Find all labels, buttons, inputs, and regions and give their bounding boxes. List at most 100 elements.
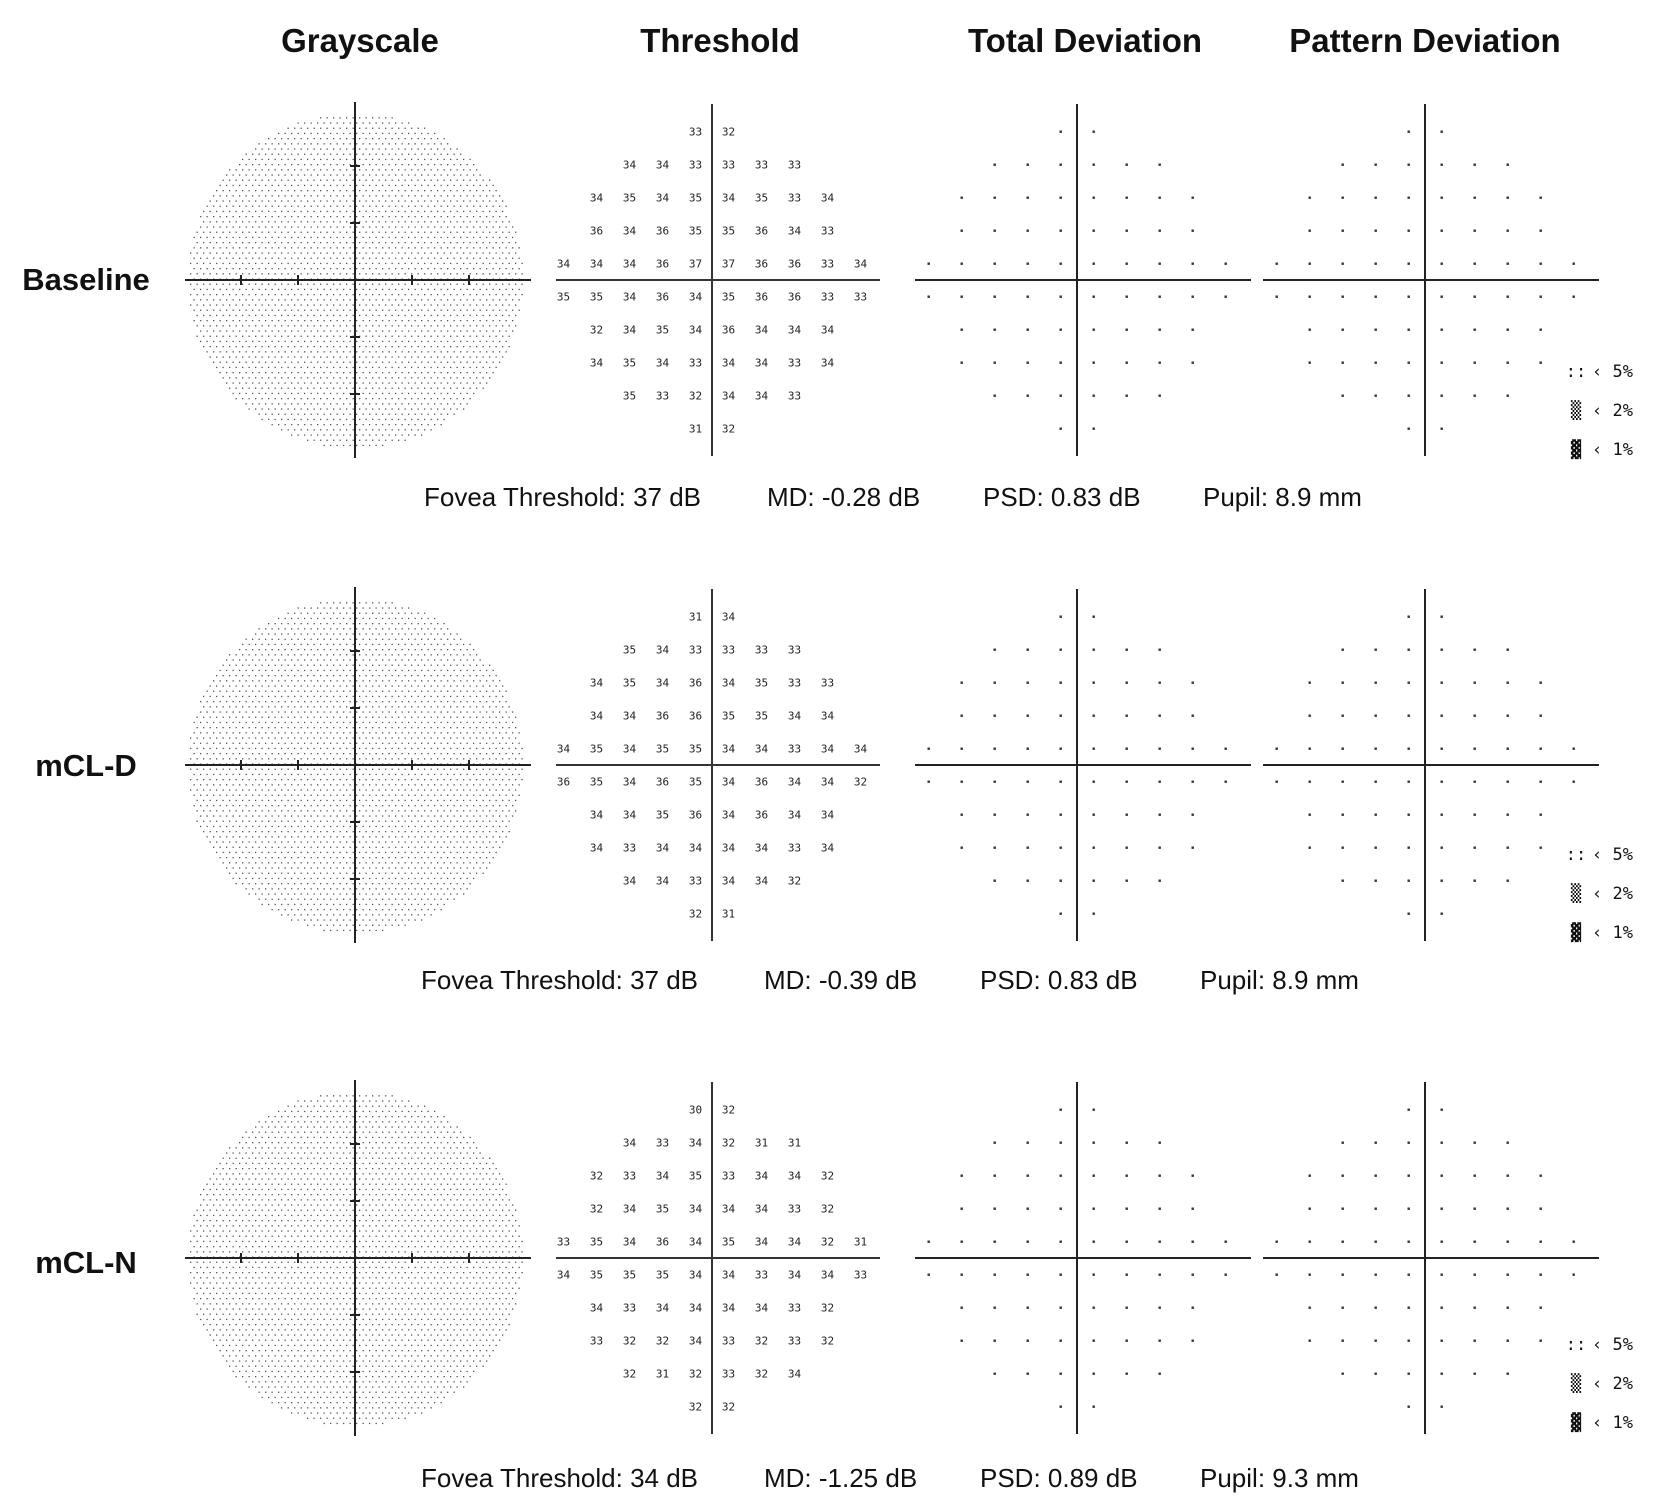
legend-symbol-2pct: ▒ (1570, 401, 1582, 421)
threshold-value: 33 (755, 1269, 768, 1282)
deviation-point (1059, 1339, 1062, 1342)
deviation-point (1473, 714, 1476, 717)
deviation-point (1092, 615, 1095, 618)
deviation-point (1092, 1306, 1095, 1309)
threshold-value: 34 (689, 1302, 703, 1315)
deviation-point (1059, 747, 1062, 750)
threshold-value: 33 (788, 192, 801, 205)
deviation-point (1125, 648, 1128, 651)
deviation-point (1407, 1339, 1410, 1342)
deviation-point (1440, 427, 1443, 430)
deviation-point (1125, 813, 1128, 816)
threshold-value: 36 (656, 776, 669, 789)
deviation-point (1158, 1174, 1161, 1177)
deviation-point (1440, 648, 1443, 651)
deviation-point (1092, 780, 1095, 783)
deviation-point (1440, 1240, 1443, 1243)
deviation-point (1059, 1306, 1062, 1309)
deviation-point (1158, 394, 1161, 397)
threshold-value: 34 (689, 324, 703, 337)
threshold-value: 35 (557, 291, 570, 304)
deviation-point (1158, 813, 1161, 816)
deviation-point (1374, 1174, 1377, 1177)
threshold-value: 33 (788, 1203, 801, 1216)
deviation-point (1374, 1306, 1377, 1309)
threshold-value: 34 (788, 1368, 802, 1381)
threshold-value: 33 (623, 1302, 636, 1315)
threshold-value: 34 (656, 357, 670, 370)
deviation-point (1191, 1207, 1194, 1210)
deviation-point (1341, 163, 1344, 166)
deviation-point (1224, 1273, 1227, 1276)
threshold-value: 32 (821, 1302, 834, 1315)
deviation-point (1440, 130, 1443, 133)
deviation-point (1059, 879, 1062, 882)
deviation-point (1092, 1273, 1095, 1276)
deviation-point (1506, 328, 1509, 331)
deviation-point (1092, 1141, 1095, 1144)
threshold-value: 35 (656, 743, 669, 756)
legend-item-2pct: ▒ ‹ 2% (1560, 884, 1633, 904)
deviation-point (1308, 714, 1311, 717)
deviation-point (1506, 1306, 1509, 1309)
deviation-point (1440, 846, 1443, 849)
legend-label-1pct: ‹ 1% (1592, 440, 1633, 460)
deviation-point (1506, 1207, 1509, 1210)
deviation-point (1539, 747, 1542, 750)
threshold-value: 35 (722, 291, 735, 304)
deviation-point (1473, 1207, 1476, 1210)
threshold-value: 32 (623, 1335, 636, 1348)
column-header-total-deviation: Total Deviation (967, 22, 1203, 59)
deviation-point (1125, 328, 1128, 331)
threshold-value: 34 (722, 390, 736, 403)
fovea-threshold: Fovea Threshold: 34 dB (421, 1463, 699, 1493)
deviation-point (1026, 1207, 1029, 1210)
pupil-size: Pupil: 9.3 mm (1200, 1463, 1359, 1493)
deviation-point (1092, 846, 1095, 849)
deviation-point (1473, 163, 1476, 166)
deviation-point (1407, 196, 1410, 199)
deviation-point (1092, 427, 1095, 430)
deviation-point (1473, 681, 1476, 684)
deviation-point (1407, 912, 1410, 915)
deviation-point (960, 1306, 963, 1309)
deviation-point (1506, 1273, 1509, 1276)
deviation-point (1407, 1240, 1410, 1243)
deviation-point (1440, 295, 1443, 298)
deviation-point (1125, 196, 1128, 199)
threshold-value: 34 (557, 1269, 571, 1282)
mean-deviation: MD: -0.28 dB (767, 482, 921, 512)
deviation-point (993, 1372, 996, 1375)
deviation-point (1506, 1339, 1509, 1342)
deviation-point (1407, 427, 1410, 430)
threshold-value: 34 (788, 776, 802, 789)
deviation-point (1407, 813, 1410, 816)
deviation-point (993, 1339, 996, 1342)
threshold-value: 30 (689, 1104, 702, 1117)
deviation-point (1374, 1240, 1377, 1243)
threshold-value: 34 (656, 842, 670, 855)
threshold-value: 34 (590, 357, 604, 370)
deviation-point (1092, 196, 1095, 199)
threshold-value: 34 (821, 710, 835, 723)
threshold-value: 34 (722, 677, 736, 690)
threshold-value: 33 (722, 1170, 735, 1183)
deviation-point (993, 648, 996, 651)
deviation-point (1440, 1207, 1443, 1210)
deviation-point (1341, 747, 1344, 750)
threshold-value: 34 (623, 225, 637, 238)
deviation-point (1407, 130, 1410, 133)
deviation-point (1572, 780, 1575, 783)
deviation-point (1092, 747, 1095, 750)
deviation-point (1059, 615, 1062, 618)
stats-row: Fovea Threshold: 34 dB MD: -1.25 dB PSD:… (0, 1463, 1654, 1497)
threshold-value: 32 (821, 1170, 834, 1183)
deviation-point (1341, 1141, 1344, 1144)
deviation-point (1473, 813, 1476, 816)
deviation-point (1158, 846, 1161, 849)
deviation-point (1092, 1339, 1095, 1342)
deviation-point (1374, 714, 1377, 717)
deviation-point (1092, 1108, 1095, 1111)
threshold-value: 31 (656, 1368, 669, 1381)
deviation-point (1440, 1339, 1443, 1342)
